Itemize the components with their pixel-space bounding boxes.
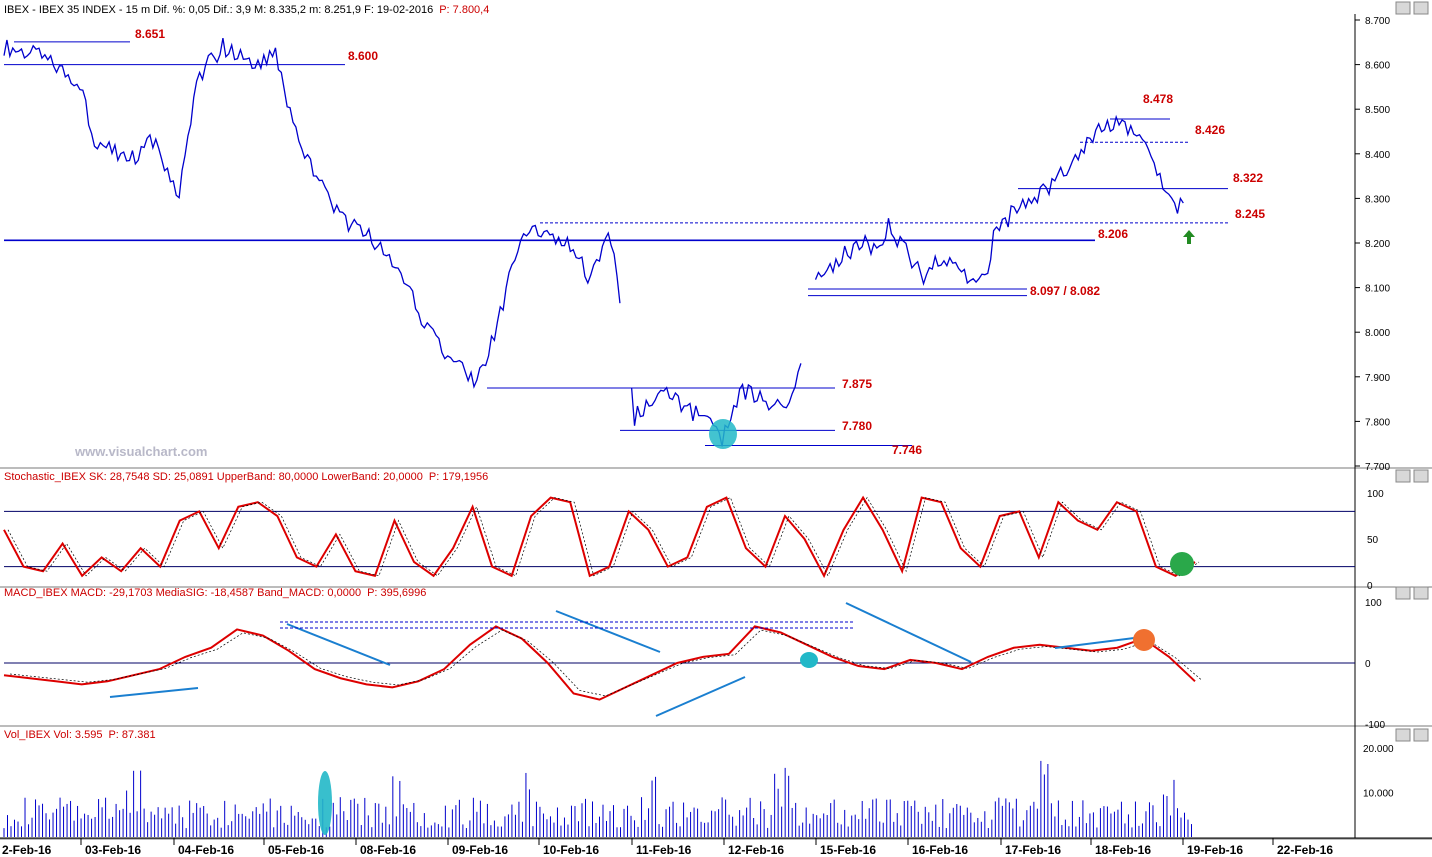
macd-close-button[interactable] [1413,586,1429,600]
macd-marker-circle [1133,629,1155,651]
date-label: 09-Feb-16 [452,843,508,857]
vol-tick-label: 10.000 [1363,789,1394,800]
price-tick-label: 8.300 [1365,194,1390,205]
date-label: 18-Feb-16 [1095,843,1151,857]
stoch-tick-label: 50 [1367,535,1379,546]
stoch-close-button[interactable] [1413,469,1429,483]
date-label: 04-Feb-16 [178,843,234,857]
price-tick-label: 7.900 [1365,373,1390,384]
date-label: 17-Feb-16 [1005,843,1061,857]
price-tick-label: 8.200 [1365,239,1390,250]
macd-tick-label: -100 [1365,720,1385,731]
stoch-header: Stochastic_IBEX SK: 28,7548 SD: 25,0891 … [4,471,488,483]
macd-trendline [109,687,199,698]
level-label: 8.478 [1143,92,1173,106]
vol-header: Vol_IBEX Vol: 3.595 P: 87.381 [4,729,156,741]
macd-marker-circle [800,652,818,668]
macd-minimize-button[interactable] [1395,586,1411,600]
date-label: 11-Feb-16 [636,843,692,857]
price-tick-label: 7.800 [1365,417,1390,428]
stoch-signal-line [7,496,1200,577]
date-label: 10-Feb-16 [543,843,599,857]
pane-frames [0,14,1432,840]
level-label: 8.426 [1195,123,1225,137]
macd-trendline [655,676,746,717]
date-label: 05-Feb-16 [268,843,324,857]
macd-tick-label: 100 [1365,598,1382,609]
price-tick-label: 8.500 [1365,105,1390,116]
price-header: IBEX - IBEX 35 INDEX - 15 m Dif. %: 0,05… [4,4,489,16]
date-label: 22-Feb-16 [1277,843,1333,857]
level-label: 8.600 [348,49,378,63]
price-tick-label: 8.700 [1365,16,1390,27]
macd-trendline [555,610,661,653]
pane-buttons[interactable] [1395,1,1429,742]
date-label: 08-Feb-16 [360,843,416,857]
minimize-button[interactable] [1395,1,1411,15]
level-label: 7.780 [842,419,872,433]
level-lines [4,41,1228,717]
vol-close-button[interactable] [1413,728,1429,742]
gridlines [4,19,1360,845]
date-label: 19-Feb-16 [1187,843,1243,857]
stoch-tick-label: 100 [1367,489,1384,500]
up-arrow-icon [1183,230,1195,244]
date-label: 16-Feb-16 [912,843,968,857]
stoch-line [3,495,1196,579]
chart-labels: 7.700 7.800 7.900 8.000 8.100 8.200 8.300 8.400… [2,16,1394,857]
price-tick-label: 7.700 [1365,462,1390,473]
vol-marker [318,771,332,835]
level-label: 8.245 [1235,207,1265,221]
watermark: www.visualchart.com [74,444,207,459]
marker-circle [709,419,737,449]
macd-signal-line [9,629,1202,697]
price-tick-label: 8.000 [1365,328,1390,339]
date-label: 12-Feb-16 [728,843,784,857]
price-tick-label: 8.400 [1365,150,1390,161]
date-label: 03-Feb-16 [85,843,141,857]
macd-line [3,625,1196,701]
macd-trendline [845,602,972,663]
date-label: 2-Feb-16 [2,843,52,857]
level-label: 7.875 [842,377,872,391]
level-label: 8.206 [1098,227,1128,241]
close-button[interactable] [1413,1,1429,15]
vol-tick-label: 20.000 [1363,744,1394,755]
level-label: 8.097 / 8.082 [1030,284,1100,298]
macd-trendline [286,623,391,666]
stoch-minimize-button[interactable] [1395,469,1411,483]
series-lines [3,37,1202,701]
price-series [814,114,1184,287]
date-label: 15-Feb-16 [820,843,876,857]
macd-tick-label: 0 [1365,659,1371,670]
vol-minimize-button[interactable] [1395,728,1411,742]
level-label: 7.746 [892,443,922,457]
level-label: 8.651 [135,27,165,41]
stoch-tick-label: 0 [1367,581,1373,592]
price-series [3,37,621,389]
macd-header: MACD_IBEX MACD: -29,1703 MediaSIG: -18,4… [4,587,426,599]
stoch-marker-circle [1170,552,1194,576]
level-label: 8.322 [1233,171,1263,185]
price-tick-label: 8.100 [1365,284,1390,295]
price-tick-label: 8.600 [1365,61,1390,72]
volume-bars [3,760,1192,837]
